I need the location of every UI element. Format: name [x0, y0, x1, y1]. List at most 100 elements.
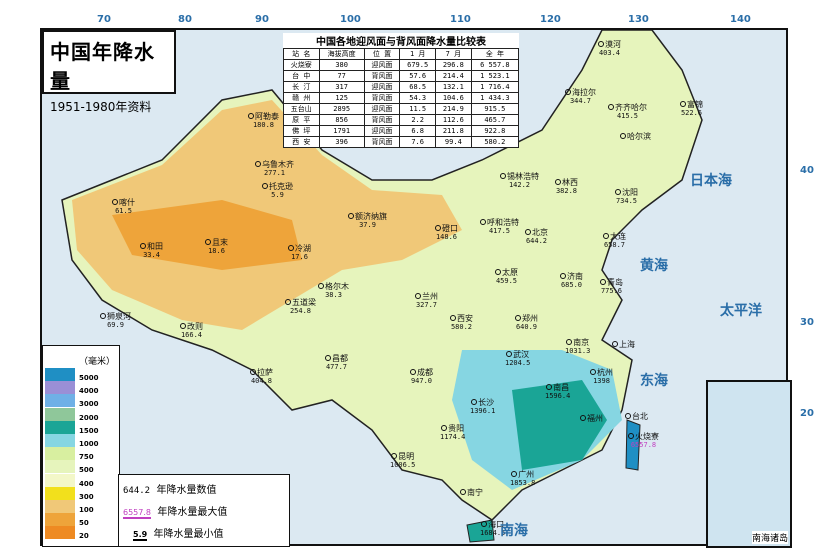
legend-level: 50	[79, 519, 89, 528]
city-precipitation-value: 148.6	[435, 233, 458, 241]
city-precipitation-value: 38.3	[325, 291, 342, 299]
legend-level: 750	[79, 453, 94, 462]
city-label: 昆明 1006.5	[390, 452, 415, 470]
key-value-label: 年降水量数值	[156, 485, 217, 496]
sea-label: 太平洋	[720, 303, 762, 319]
city-name-text: 长沙	[478, 398, 495, 407]
city-dot-icon	[615, 189, 621, 195]
city-name: 额济纳旗	[348, 212, 387, 221]
table-cell: 长 汀	[283, 81, 320, 93]
city-name-text: 昆明	[398, 452, 415, 461]
city-name-text: 林西	[562, 178, 578, 187]
longitude-label: 80	[178, 14, 192, 25]
table-cell: 1 434.3	[470, 92, 520, 104]
city-dot-icon	[565, 89, 571, 95]
city-name: 五道梁	[285, 298, 316, 307]
key-min-label: 年降水量最小值	[153, 529, 224, 540]
city-precipitation-value: 644.2	[525, 237, 548, 245]
city-name: 海拉尔	[565, 88, 596, 97]
city-name-text: 广州	[518, 470, 535, 479]
city-dot-icon	[140, 243, 146, 249]
city-label: 狮泉河 69.9	[100, 312, 131, 330]
city-precipitation-value: 5.9	[271, 191, 284, 199]
city-precipitation-value: 1031.3	[565, 347, 591, 355]
city-dot-icon	[620, 133, 626, 139]
longitude-label: 140	[730, 14, 751, 25]
city-name: 和田	[140, 242, 163, 251]
symbol-key: 644.2 年降水量数值 6557.8 年降水量最大值 5.9 年降水量最小值	[118, 474, 290, 547]
legend-level: 1000	[79, 440, 99, 448]
city-label: 兰州 327.7	[415, 292, 438, 310]
city-precipitation-value: 17.6	[291, 253, 308, 261]
city-precipitation-value: 522.6	[680, 109, 703, 117]
city-name: 杭州	[590, 368, 613, 377]
city-name-text: 上海	[619, 340, 635, 349]
table-cell: 迎风面	[363, 103, 401, 115]
city-name-text: 郑州	[522, 314, 538, 323]
table-cell: 856	[318, 114, 365, 126]
table-cell: 380	[318, 59, 365, 71]
city-dot-icon	[546, 384, 553, 390]
sea-label: 日本海	[690, 173, 732, 189]
table-header: 海拔高度	[318, 48, 365, 60]
legend-level: 1500	[79, 426, 99, 435]
city-label: 南宁	[460, 488, 483, 497]
city-name: 昆明	[390, 452, 415, 461]
city-label: 大连 658.7	[603, 232, 626, 250]
city-label: 南昌 1596.4	[545, 383, 570, 401]
table-cell: 西 安	[283, 136, 320, 148]
city-name: 太原	[495, 268, 518, 277]
table-cell: 112.6	[435, 114, 472, 126]
legend-swatch	[45, 526, 75, 540]
city-name-text: 阿勒泰	[255, 112, 279, 121]
table-cell: 915.5	[470, 103, 520, 115]
city-name-text: 锡林浩特	[507, 172, 539, 181]
longitude-label: 100	[340, 14, 361, 25]
city-label: 沈阳 734.5	[615, 188, 638, 206]
city-name-text: 贵阳	[448, 424, 465, 433]
table-cell: 679.5	[399, 59, 437, 71]
city-dot-icon	[628, 433, 634, 439]
city-name: 磴口	[435, 224, 458, 233]
table-row: 佛 坪 1791 迎风面 6.8 211.8 922.8	[283, 125, 520, 137]
city-name-text: 杭州	[597, 368, 613, 377]
legend-level: 3000	[79, 400, 99, 409]
table-row: 火烧寮 380 迎风面 679.5 296.8 6 557.8	[283, 59, 520, 71]
city-dot-icon	[506, 351, 513, 357]
table-cell: 211.8	[435, 125, 472, 137]
city-name-text: 成都	[417, 368, 433, 377]
city-dot-icon	[441, 425, 448, 431]
city-name: 大连	[603, 232, 626, 241]
city-label: 北京 644.2	[525, 228, 548, 246]
table-cell: 11.5	[399, 103, 437, 115]
city-precipitation-value: 1396.1	[470, 407, 496, 415]
city-precipitation-value: 1596.4	[545, 392, 571, 400]
city-label: 贵阳 1174.4	[440, 424, 465, 442]
legend-level: 100	[79, 506, 94, 514]
city-name-text: 拉萨	[257, 368, 273, 377]
longitude-label: 110	[450, 14, 471, 25]
city-name: 富锦	[680, 100, 703, 109]
city-dot-icon	[515, 315, 521, 321]
table-cell: 54.3	[399, 92, 437, 104]
city-name: 台北	[625, 412, 648, 421]
table-cell: 原 平	[283, 114, 320, 126]
legend-level: 500	[79, 466, 94, 475]
table-cell: 580.2	[470, 136, 520, 148]
key-value-sample: 644.2	[123, 486, 151, 496]
table-cell: 火烧寮	[283, 59, 320, 71]
city-name-text: 昌都	[332, 354, 348, 363]
city-dot-icon	[608, 104, 614, 110]
city-dot-icon	[560, 273, 566, 279]
key-max-label: 年降水量最大值	[157, 507, 228, 518]
city-dot-icon	[590, 369, 596, 375]
city-name: 阿勒泰	[248, 112, 279, 121]
city-dot-icon	[495, 269, 501, 275]
city-dot-icon	[511, 471, 518, 477]
city-precipitation-value: 254.8	[289, 307, 312, 315]
legend-swatch	[45, 513, 75, 527]
city-dot-icon	[680, 101, 686, 107]
table-cell: 背风面	[363, 92, 401, 104]
city-dot-icon	[180, 323, 186, 329]
city-name-text: 太原	[502, 268, 518, 277]
